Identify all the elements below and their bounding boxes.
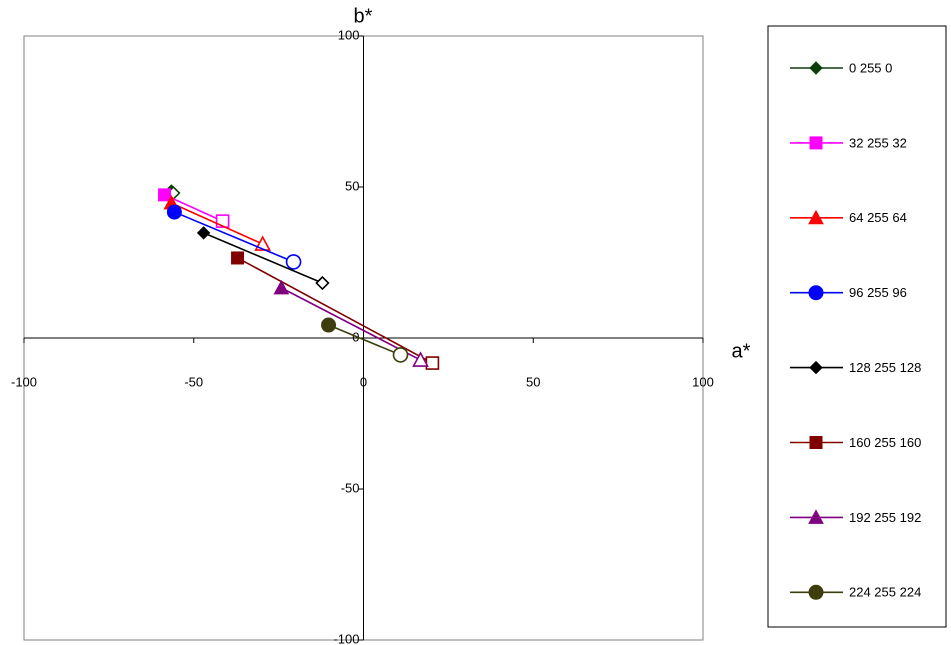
legend-marker bbox=[809, 61, 823, 75]
legend-box bbox=[767, 25, 947, 628]
x-tick-label: 50 bbox=[526, 374, 540, 389]
legend-marker bbox=[808, 509, 824, 524]
legend-label: 96 255 96 bbox=[849, 285, 907, 300]
legend-marker bbox=[809, 360, 823, 375]
y-tick-label: -100 bbox=[333, 631, 359, 645]
y-axis-title: b* bbox=[354, 5, 373, 27]
legend-label: 0 255 0 bbox=[849, 60, 892, 75]
legend-label: 160 255 160 bbox=[849, 435, 921, 450]
y-tick-label: 50 bbox=[345, 178, 359, 193]
legend-label: 64 255 64 bbox=[849, 210, 907, 225]
legend-label: 192 255 192 bbox=[849, 510, 921, 525]
series-line bbox=[237, 257, 433, 364]
data-point bbox=[285, 254, 302, 270]
legend-marker bbox=[808, 285, 824, 301]
series-line bbox=[164, 194, 223, 222]
y-tick-label: -50 bbox=[341, 480, 360, 495]
data-point bbox=[231, 251, 245, 265]
legend-label: 128 255 128 bbox=[849, 360, 921, 375]
data-point bbox=[315, 275, 330, 291]
data-point bbox=[196, 226, 211, 240]
legend-marker bbox=[809, 436, 823, 449]
legend-label: 32 255 32 bbox=[849, 135, 907, 150]
x-tick-label: -100 bbox=[11, 374, 37, 389]
x-tick-label: -50 bbox=[184, 374, 203, 389]
data-point bbox=[425, 356, 440, 370]
series-line bbox=[171, 202, 263, 245]
data-point bbox=[321, 317, 337, 333]
series-line bbox=[174, 211, 294, 263]
series-line bbox=[328, 324, 401, 356]
data-point bbox=[166, 204, 182, 220]
x-tick-label: 100 bbox=[692, 374, 714, 389]
legend-marker bbox=[808, 584, 824, 600]
data-point bbox=[412, 351, 429, 367]
data-point bbox=[158, 188, 172, 202]
series-line bbox=[203, 232, 323, 284]
data-point bbox=[273, 279, 290, 295]
x-tick-label: 0 bbox=[360, 374, 367, 389]
x-axis-title: a* bbox=[732, 340, 751, 362]
legend-marker bbox=[808, 209, 824, 225]
y-tick-label: 100 bbox=[338, 27, 360, 42]
legend-marker bbox=[809, 136, 823, 150]
data-point bbox=[392, 347, 409, 363]
legend-label: 224 255 224 bbox=[849, 585, 921, 600]
